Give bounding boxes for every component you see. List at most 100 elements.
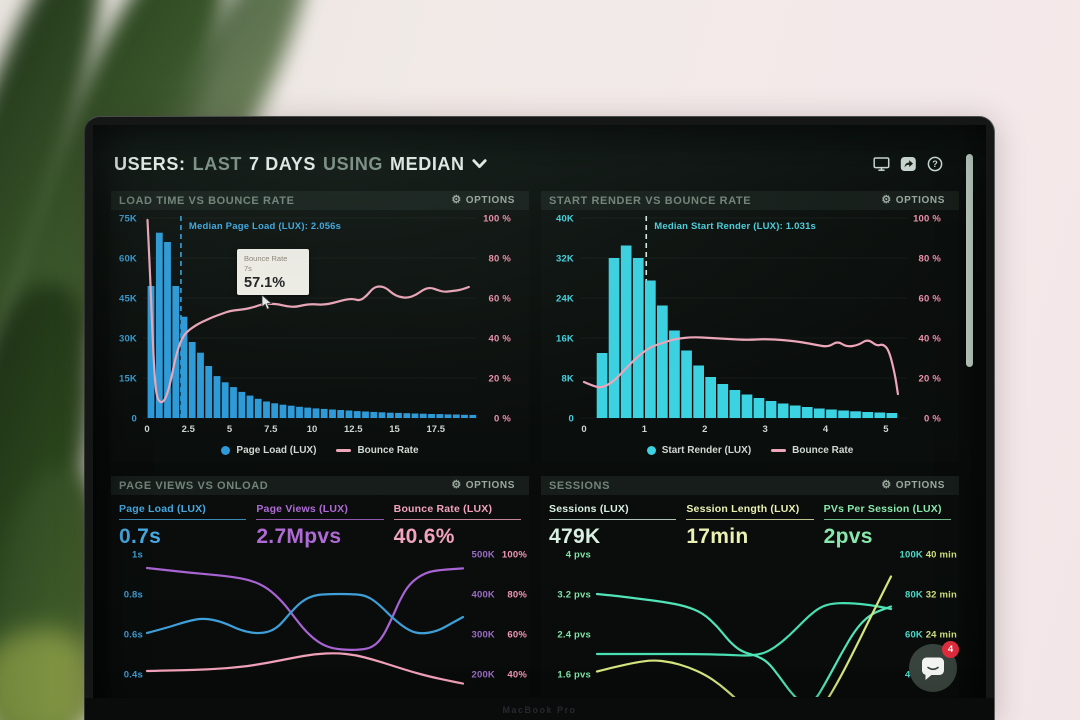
histogram-bar[interactable] bbox=[147, 286, 155, 418]
histogram-bar[interactable] bbox=[886, 413, 898, 418]
mouse-cursor-icon bbox=[261, 295, 273, 310]
histogram-bar[interactable] bbox=[411, 413, 419, 419]
histogram-bar[interactable] bbox=[362, 411, 369, 419]
chat-button[interactable]: 4 bbox=[909, 641, 959, 692]
histogram-bar[interactable] bbox=[669, 330, 680, 419]
metric-value: 2pvs bbox=[823, 525, 873, 548]
histogram-bar[interactable] bbox=[596, 353, 608, 418]
histogram-bar[interactable] bbox=[753, 398, 765, 418]
histogram-bar[interactable] bbox=[254, 398, 262, 418]
histogram-bar[interactable] bbox=[395, 412, 402, 418]
histogram-bar[interactable] bbox=[304, 407, 312, 418]
histogram-bar[interactable] bbox=[801, 407, 813, 418]
options-button[interactable]: ⚙ OPTIONS bbox=[445, 479, 521, 492]
histogram-bar[interactable] bbox=[246, 395, 254, 418]
title-7days: 7 DAYS bbox=[249, 153, 317, 174]
start-render-chart: 40K 32K 24K 16K 8K 0 100 % 80 % 60 % 40 % 20 % 0 % 0… bbox=[556, 214, 942, 436]
median-dropdown[interactable]: MEDIAN bbox=[390, 154, 487, 175]
histogram-bar[interactable] bbox=[419, 413, 427, 418]
histogram-bar[interactable] bbox=[403, 413, 411, 418]
histogram-bar[interactable] bbox=[657, 305, 668, 419]
svg-text:40%: 40% bbox=[507, 670, 527, 681]
histogram-bar[interactable] bbox=[741, 394, 753, 419]
histogram-bar[interactable] bbox=[197, 352, 204, 418]
histogram-bar[interactable] bbox=[320, 408, 328, 418]
metric-page-load: Page Load (LUX) 0.7s bbox=[119, 503, 247, 548]
histogram-bar[interactable] bbox=[221, 382, 229, 418]
options-button[interactable]: ⚙ OPTIONS bbox=[875, 194, 951, 207]
monitor-icon[interactable] bbox=[872, 156, 890, 173]
metric-session-length: Session Length (LUX) 17min bbox=[686, 503, 814, 548]
share-icon[interactable] bbox=[899, 156, 917, 173]
histogram-bar[interactable] bbox=[765, 401, 777, 418]
histogram-bar[interactable] bbox=[263, 401, 270, 419]
histogram-bar[interactable] bbox=[461, 414, 468, 418]
histogram-bar[interactable] bbox=[814, 408, 825, 419]
panel-header: LOAD TIME VS BOUNCE RATE ⚙ OPTIONS bbox=[111, 191, 529, 210]
histogram-bar[interactable] bbox=[681, 350, 692, 419]
histogram-bar[interactable] bbox=[279, 404, 287, 418]
svg-text:40 %: 40 % bbox=[919, 334, 942, 345]
histogram-bar[interactable] bbox=[645, 280, 656, 419]
tooltip-value: 57.1% bbox=[244, 275, 286, 292]
histogram-bar[interactable] bbox=[469, 414, 477, 418]
svg-text:40K: 40K bbox=[556, 214, 574, 225]
histogram-bar[interactable] bbox=[337, 410, 345, 418]
options-button[interactable]: ⚙ OPTIONS bbox=[445, 194, 521, 207]
histogram-bar[interactable] bbox=[436, 414, 444, 418]
histogram-bar[interactable] bbox=[777, 403, 789, 419]
legend-item[interactable]: Page Load (LUX) bbox=[221, 445, 316, 456]
histogram-bar[interactable] bbox=[205, 366, 213, 418]
histogram-bar[interactable] bbox=[729, 390, 741, 418]
histogram-bar[interactable] bbox=[444, 414, 452, 418]
scrollbar-thumb[interactable] bbox=[966, 154, 973, 367]
histogram-bar[interactable] bbox=[370, 411, 378, 418]
histogram-bar[interactable] bbox=[874, 412, 886, 419]
legend-item[interactable]: Bounce Rate bbox=[336, 445, 419, 456]
histogram-bar[interactable] bbox=[620, 245, 632, 419]
svg-text:75K: 75K bbox=[119, 214, 137, 225]
histogram-bar[interactable] bbox=[312, 408, 320, 418]
histogram-bar[interactable] bbox=[329, 409, 336, 419]
histogram-bar[interactable] bbox=[271, 403, 279, 418]
svg-text:4: 4 bbox=[823, 424, 829, 435]
histogram-bar[interactable] bbox=[693, 365, 704, 419]
histogram-bar[interactable] bbox=[705, 377, 716, 418]
histogram-bar[interactable] bbox=[230, 387, 237, 418]
histogram-bar[interactable] bbox=[386, 412, 394, 418]
metric-underline bbox=[686, 519, 814, 520]
histogram-bar[interactable] bbox=[452, 414, 460, 419]
histogram-bar[interactable] bbox=[287, 405, 295, 418]
histogram-bar[interactable] bbox=[838, 410, 849, 419]
gear-icon: ⚙ bbox=[451, 479, 462, 491]
histogram-bar[interactable] bbox=[188, 342, 196, 418]
histogram-bar[interactable] bbox=[164, 242, 171, 418]
histogram-bar[interactable] bbox=[632, 258, 644, 418]
svg-text:100%: 100% bbox=[502, 550, 527, 561]
histogram-bar[interactable] bbox=[353, 411, 361, 418]
legend-item[interactable]: Bounce Rate bbox=[771, 445, 853, 456]
histogram-bar[interactable] bbox=[180, 316, 188, 418]
histogram-bar[interactable] bbox=[213, 376, 221, 418]
histogram-bar[interactable] bbox=[789, 405, 801, 419]
right-axis-ticks: 40 min 32 min 24 min bbox=[926, 550, 957, 641]
histogram-bar[interactable] bbox=[428, 414, 435, 418]
chevron-down-icon bbox=[472, 159, 487, 168]
histogram-bar[interactable] bbox=[155, 232, 163, 418]
histogram-bar[interactable] bbox=[717, 384, 729, 418]
histogram-bar[interactable] bbox=[172, 286, 180, 418]
histogram-bar[interactable] bbox=[826, 409, 837, 419]
options-button[interactable]: ⚙ OPTIONS bbox=[875, 479, 951, 492]
help-icon[interactable]: ? bbox=[926, 156, 944, 173]
histogram-bar[interactable] bbox=[850, 411, 861, 419]
histogram-bar[interactable] bbox=[296, 406, 303, 418]
histogram-bar[interactable] bbox=[862, 412, 873, 418]
series-line bbox=[595, 575, 893, 697]
legend-item[interactable]: Start Render (LUX) bbox=[646, 445, 751, 456]
histogram-bar[interactable] bbox=[608, 258, 620, 418]
svg-text:0: 0 bbox=[581, 424, 586, 435]
histogram-bar[interactable] bbox=[345, 410, 353, 419]
histogram-bar[interactable] bbox=[378, 412, 386, 418]
histogram-bar[interactable] bbox=[238, 391, 246, 418]
